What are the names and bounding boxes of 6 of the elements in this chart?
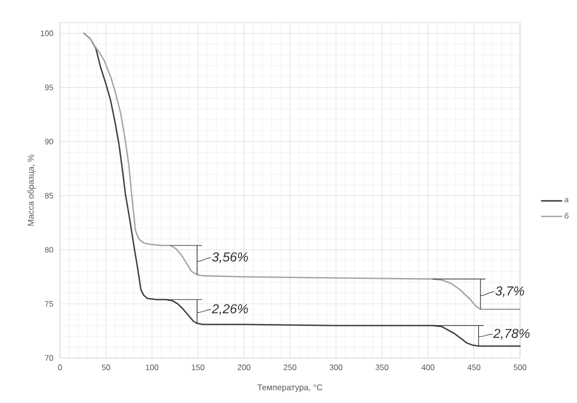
annotation: 3,7% [495, 286, 524, 298]
y-axis-title: Масса образца, % [27, 154, 36, 226]
annotation: 2,26% [212, 304, 248, 315]
x-axis-title: Температура, °C [257, 384, 322, 392]
annotation: 2,78% [493, 328, 530, 340]
annotation: 3,56% [212, 252, 248, 264]
